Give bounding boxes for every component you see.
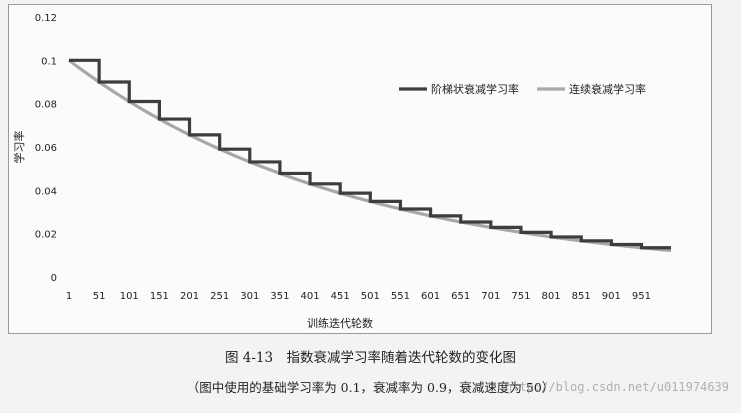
x-axis-label: 训练迭代轮数 bbox=[307, 316, 373, 330]
y-tick-label: 0.06 bbox=[35, 143, 57, 154]
legend-label: 阶梯状衰减学习率 bbox=[431, 82, 519, 96]
x-tick-label: 351 bbox=[270, 291, 289, 302]
x-tick-label: 601 bbox=[421, 291, 440, 302]
y-tick-label: 0.02 bbox=[35, 230, 57, 241]
y-tick-label: 0.12 bbox=[35, 13, 57, 24]
figure-subcaption: （图中使用的基础学习率为 0.1，衰减率为 0.9，衰减速度为 50） bbox=[186, 380, 555, 395]
chart-svg: 00.020.040.060.080.10.12 1 51 101 151 201 251… bbox=[12, 13, 672, 330]
y-tick-label: 0.04 bbox=[35, 186, 57, 197]
x-tick-label: 151 bbox=[150, 291, 169, 302]
y-axis-label: 学习率 bbox=[12, 131, 26, 164]
x-tick-label: 251 bbox=[210, 291, 229, 302]
legend-label: 连续衰减学习率 bbox=[569, 82, 646, 96]
x-tick-label: 651 bbox=[451, 291, 470, 302]
x-tick-label: 501 bbox=[361, 291, 380, 302]
x-tick-label: 901 bbox=[602, 291, 621, 302]
x-axis-ticks: 1 51 101 151 201 251 301 351 401 451 501 551 601 651 7… bbox=[66, 291, 651, 302]
x-tick-label: 401 bbox=[300, 291, 319, 302]
x-tick-label: 1 bbox=[66, 291, 72, 302]
x-tick-label: 851 bbox=[572, 291, 591, 302]
x-tick-label: 101 bbox=[120, 291, 139, 302]
series-line-staircase bbox=[69, 58, 671, 250]
x-tick-label: 951 bbox=[632, 291, 651, 302]
y-tick-label: 0 bbox=[51, 273, 57, 284]
x-tick-label: 51 bbox=[93, 291, 106, 302]
y-axis-ticks: 0 0.02 0.04 0.06 0.08 0.1 0.12 bbox=[35, 13, 57, 284]
y-tick-label: 0.1 bbox=[41, 56, 57, 67]
x-tick-label: 201 bbox=[180, 291, 199, 302]
series-group bbox=[68, 58, 672, 253]
chart-frame: 0 0.02 0.04 0.06 0.08 0.1 0.12 1 51 101 151 201 251… bbox=[8, 4, 712, 334]
watermark: http://blog.csdn.net/u011974639 bbox=[505, 380, 729, 394]
y-tick-label: 0.08 bbox=[35, 100, 57, 111]
x-tick-label: 801 bbox=[542, 291, 561, 302]
x-tick-label: 751 bbox=[511, 291, 530, 302]
x-tick-label: 301 bbox=[240, 291, 259, 302]
figure-caption: 图 4-13 指数衰减学习率随着迭代轮数的变化图 bbox=[224, 350, 517, 366]
x-tick-label: 451 bbox=[331, 291, 350, 302]
legend: 阶梯状衰减学习率 连续衰减学习率 bbox=[399, 82, 646, 96]
x-tick-label: 701 bbox=[481, 291, 500, 302]
x-tick-label: 551 bbox=[391, 291, 410, 302]
